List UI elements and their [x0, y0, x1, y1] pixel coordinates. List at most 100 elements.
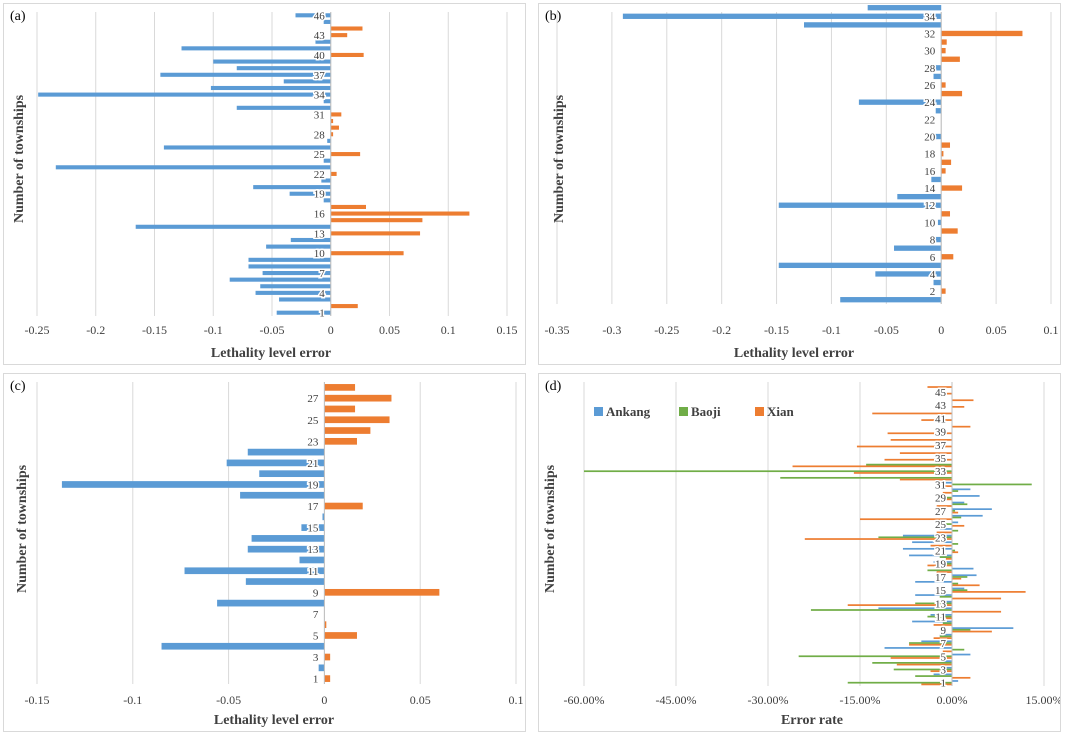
- y-tick-label: 5: [941, 651, 947, 663]
- bar: [941, 142, 951, 148]
- y-tick-label: 46: [314, 10, 326, 22]
- y-tick-label: 7: [319, 268, 325, 280]
- legend-swatch-xian: [755, 407, 764, 416]
- bar: [941, 254, 954, 260]
- bar: [933, 279, 942, 286]
- bar-xian: [927, 386, 952, 388]
- bar: [248, 257, 331, 262]
- x-tick-label: -0.05: [260, 323, 285, 337]
- x-tick-label: -0.2: [712, 323, 731, 337]
- bar-baoji: [952, 582, 959, 585]
- bar-xian: [921, 683, 952, 686]
- chart-d-legend: Ankang Baoji Xian: [594, 404, 795, 419]
- bar-xian: [952, 425, 971, 428]
- bar: [163, 145, 331, 150]
- y-tick-label: 30: [924, 46, 936, 58]
- chart-d-bars: [584, 386, 1032, 686]
- bar-baoji: [952, 648, 965, 651]
- bar: [327, 138, 331, 143]
- bar: [330, 211, 470, 216]
- y-tick-label: 1: [313, 674, 319, 686]
- x-tick-label: -0.25: [654, 323, 679, 337]
- bar: [330, 152, 361, 157]
- chart-panel-c: (c) 1 3 5 7 9 11 13 15 17 19 21 23 25 27 -0.15 -0.1 -0.…: [3, 373, 526, 732]
- chart-c-gridlines: [36, 382, 517, 684]
- bar: [279, 297, 331, 302]
- bar: [295, 13, 331, 18]
- bar-ankang: [945, 666, 952, 669]
- y-tick-label: 27: [307, 393, 319, 405]
- chart-a-yticks: 1 4 7 10 13 16 19 22 25 28 31 34 37 40 43 46: [312, 9, 327, 321]
- bar: [245, 578, 325, 585]
- bar: [251, 535, 325, 542]
- bar: [283, 79, 331, 84]
- bar: [276, 310, 331, 315]
- y-tick-label: 25: [307, 415, 319, 427]
- bar: [934, 133, 942, 140]
- chart-c-ylabel: Number of townships: [15, 464, 30, 593]
- panel-label-c: (c): [10, 379, 26, 394]
- bar-xian: [945, 557, 952, 560]
- bar: [290, 237, 331, 243]
- bar: [322, 513, 325, 521]
- bar-ankang: [952, 627, 1014, 629]
- bar-xian: [933, 624, 952, 626]
- bar: [941, 228, 958, 234]
- bar: [213, 59, 331, 64]
- y-tick-label: 24: [924, 97, 936, 109]
- bar-ankang: [952, 495, 980, 497]
- x-tick-label: -0.1: [123, 693, 142, 707]
- chart-d-xlabel: Error rate: [781, 713, 843, 728]
- bar: [217, 599, 325, 607]
- bar-baoji: [952, 589, 968, 592]
- bar: [935, 108, 942, 114]
- bar-baoji: [909, 642, 952, 644]
- y-tick-label: 4: [319, 288, 325, 300]
- chart-d-ylabel: Number of townships: [543, 464, 558, 593]
- bar: [210, 85, 331, 91]
- bar: [330, 26, 363, 31]
- bar-baoji: [866, 463, 952, 466]
- bar: [941, 168, 946, 174]
- chart-c-xlabel: Lethality level error: [214, 713, 334, 728]
- x-tick-label: 0.05: [379, 323, 400, 337]
- bar: [941, 90, 963, 97]
- y-tick-label: 15: [307, 523, 319, 535]
- y-tick-label: 2: [930, 286, 936, 298]
- bar-xian: [945, 617, 952, 620]
- bar: [931, 176, 942, 183]
- bar: [321, 178, 331, 183]
- bar-xian: [930, 670, 952, 673]
- y-tick-label: 19: [935, 559, 947, 571]
- chart-c-bars: [61, 384, 440, 682]
- x-tick-label: -0.3: [602, 323, 621, 337]
- y-tick-label: 12: [924, 200, 935, 212]
- y-tick-label: 45: [935, 387, 947, 399]
- bar: [941, 159, 952, 165]
- bar-baoji: [927, 569, 952, 572]
- bar: [323, 198, 331, 203]
- bar-baoji: [942, 622, 952, 625]
- x-tick-label: -0.35: [545, 323, 570, 337]
- bar-ankang: [912, 541, 952, 544]
- bar-ankang: [915, 580, 952, 583]
- bar: [330, 33, 348, 38]
- bar-xian: [942, 485, 952, 488]
- y-tick-label: 33: [935, 466, 947, 478]
- y-tick-label: 25: [314, 149, 326, 161]
- bar: [330, 132, 334, 137]
- bar: [161, 642, 325, 650]
- bar: [778, 262, 942, 269]
- bar: [324, 437, 357, 445]
- bar: [240, 491, 325, 499]
- bar-ankang: [952, 574, 977, 577]
- bar-xian: [896, 663, 952, 666]
- bar: [324, 427, 371, 434]
- bar: [253, 185, 331, 190]
- bar: [330, 251, 404, 256]
- y-tick-label: 17: [307, 501, 319, 513]
- y-tick-label: 11: [935, 612, 946, 624]
- y-tick-label: 23: [307, 436, 319, 448]
- chart-b-bars: [622, 5, 1023, 303]
